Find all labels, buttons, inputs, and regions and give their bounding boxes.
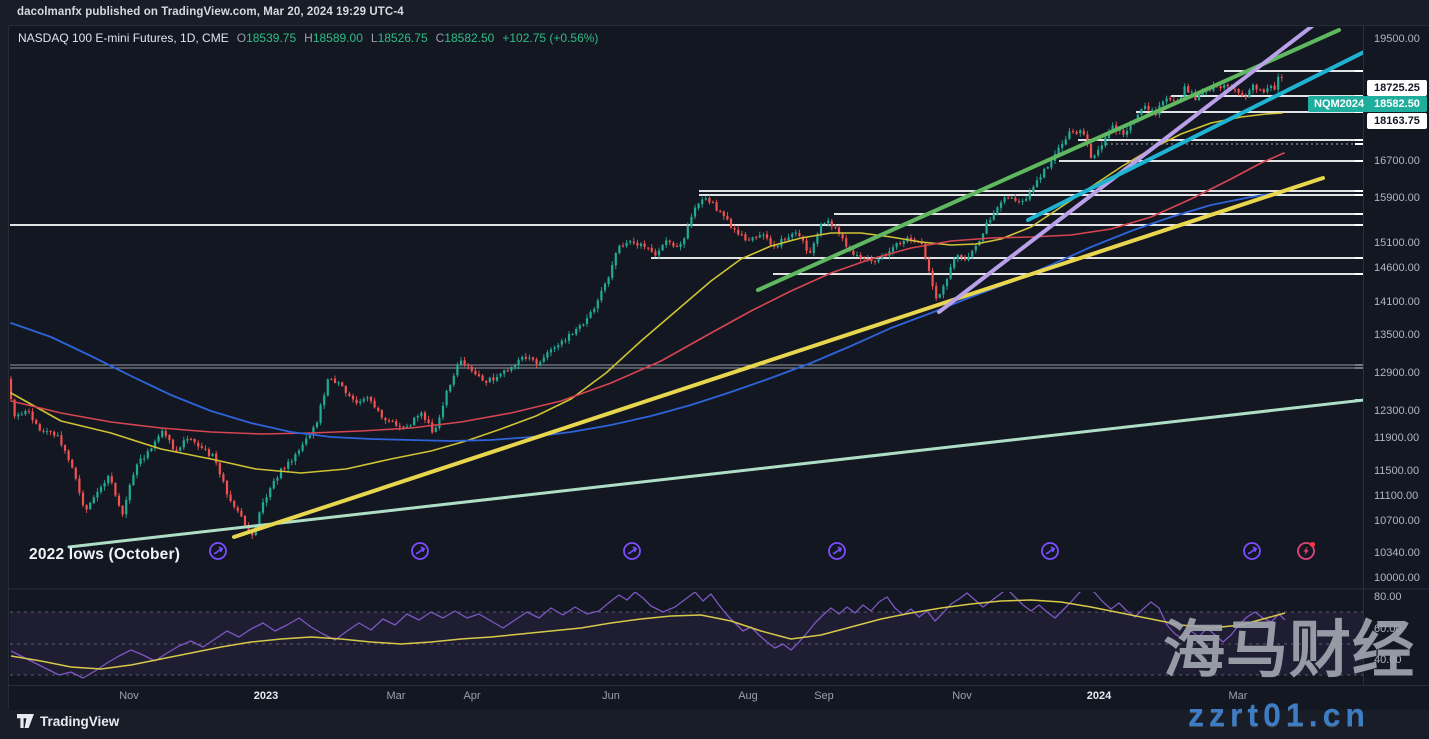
- time-axis[interactable]: Nov 2023 Mar Apr Jun Aug Sep Nov 2024 Mar: [9, 685, 1429, 710]
- ohlc-value-H: 18589.00: [312, 31, 363, 45]
- axis-tick-19500.00: 19500.00: [1374, 33, 1420, 45]
- axis-tick-14100.00: 14100.00: [1374, 296, 1420, 308]
- axis-tick-10340.00: 10340.00: [1374, 547, 1420, 559]
- watermark-url: zzrt01.cn: [1188, 697, 1370, 733]
- ohlc-values: O18539.75 H18589.00 L18526.75 C18582.50: [229, 31, 495, 45]
- trendline-cyan-rising-support[interactable]: [1026, 50, 1364, 222]
- path-marker-icon[interactable]: [209, 542, 227, 560]
- path-marker-icon[interactable]: [1243, 542, 1261, 560]
- axis-tick-12300.00: 12300.00: [1374, 405, 1420, 417]
- axis-tick-11100.00: 11100.00: [1374, 490, 1419, 502]
- axis-tick-13500.00: 13500.00: [1374, 329, 1420, 341]
- ohlc-key-L: L: [370, 31, 378, 45]
- price-badge-18725: 18725.25: [1367, 80, 1427, 96]
- symbol-bar[interactable]: NASDAQ 100 E-mini Futures, 1D, CME O18539…: [18, 31, 598, 45]
- time-label-Aug: Aug: [738, 690, 758, 702]
- axis-tick-11900.00: 11900.00: [1374, 432, 1420, 444]
- axis-tick-80.00: 80.00: [1374, 591, 1402, 603]
- ma-slow-blue[interactable]: [10, 191, 1283, 442]
- time-label-Sep: Sep: [814, 690, 834, 702]
- chart-area[interactable]: NASDAQ 100 E-mini Futures, 1D, CME O18539…: [8, 25, 1429, 710]
- ohlc-value-L: 18526.75: [377, 31, 428, 45]
- price-axis[interactable]: 19500.0017500.0016700.0015900.0015100.00…: [1363, 26, 1429, 685]
- time-label-Mar: Mar: [1228, 690, 1248, 702]
- ohlc-key-C: C: [435, 31, 445, 45]
- ma-fast-yellow[interactable]: [10, 112, 1283, 474]
- axis-tick-15900.00: 15900.00: [1374, 192, 1420, 204]
- ohlc-key-O: O: [236, 31, 247, 45]
- drawing-markers[interactable]: [209, 541, 1316, 560]
- time-label-Apr: Apr: [463, 690, 481, 702]
- tradingview-logo-icon: [17, 714, 34, 728]
- rsi-ma-line[interactable]: [10, 599, 1286, 670]
- price-badge-18163: 18163.75: [1367, 113, 1427, 129]
- trendline-purple-accel-trend[interactable]: [937, 26, 1341, 314]
- ohlc-value-C: 18582.50: [444, 31, 495, 45]
- axis-tick-12900.00: 12900.00: [1374, 367, 1420, 379]
- tradingview-brand-text: TradingView: [40, 714, 120, 729]
- text-annotation-2022-lows[interactable]: 2022 lows (October): [29, 546, 181, 563]
- candlesticks: [10, 73, 1283, 540]
- change-value: +102.75 (+0.56%): [502, 31, 599, 45]
- axis-tick-40.00: 40.00: [1374, 654, 1402, 666]
- time-label-Mar: Mar: [386, 690, 406, 702]
- footer-brand[interactable]: TradingView: [17, 714, 119, 729]
- ohlc-key-H: H: [304, 31, 313, 45]
- path-marker-icon[interactable]: [623, 542, 641, 560]
- trendline-yellow-uptrend[interactable]: [232, 176, 1325, 539]
- main-pane[interactable]: [10, 26, 1364, 549]
- path-marker-icon[interactable]: [828, 542, 846, 560]
- path-marker-icon[interactable]: [1041, 542, 1059, 560]
- axis-tick-16700.00: 16700.00: [1374, 155, 1420, 167]
- axis-tick-15100.00: 15100.00: [1374, 237, 1420, 249]
- ma-mid-red[interactable]: [10, 152, 1285, 435]
- axis-tick-10000.00: 10000.00: [1374, 572, 1420, 584]
- publish-line: dacolmanfx published on TradingView.com,…: [17, 6, 404, 18]
- chart-canvas[interactable]: [9, 26, 1429, 709]
- time-label-Jun: Jun: [602, 690, 620, 702]
- axis-tick-14600.00: 14600.00: [1374, 262, 1420, 274]
- rsi-pane[interactable]: [10, 585, 1363, 679]
- time-label-Nov: Nov: [952, 690, 972, 702]
- watermark-chinese: 海马财经: [1163, 616, 1416, 685]
- ohlc-value-O: 18539.75: [246, 31, 297, 45]
- symbol-title[interactable]: NASDAQ 100 E-mini Futures, 1D, CME: [18, 31, 229, 45]
- rsi-line[interactable]: [10, 585, 1286, 679]
- path-marker-icon[interactable]: [411, 542, 429, 560]
- axis-tick-10700.00: 10700.00: [1374, 515, 1420, 527]
- series-tag-nqm2024: NQM2024: [1308, 96, 1371, 112]
- time-label-2023: 2023: [253, 690, 279, 702]
- axis-tick-11500.00: 11500.00: [1374, 465, 1420, 477]
- flash-marker-icon[interactable]: [1297, 541, 1316, 560]
- trendline-mint-support-from-2022-lows[interactable]: [67, 398, 1364, 549]
- time-label-Nov: Nov: [119, 690, 139, 702]
- time-label-2024: 2024: [1086, 690, 1112, 702]
- trendline-green-channel-top[interactable]: [756, 28, 1341, 292]
- price-badge-last: 18582.50: [1367, 96, 1427, 112]
- axis-tick-60.00: 60.00: [1374, 623, 1402, 635]
